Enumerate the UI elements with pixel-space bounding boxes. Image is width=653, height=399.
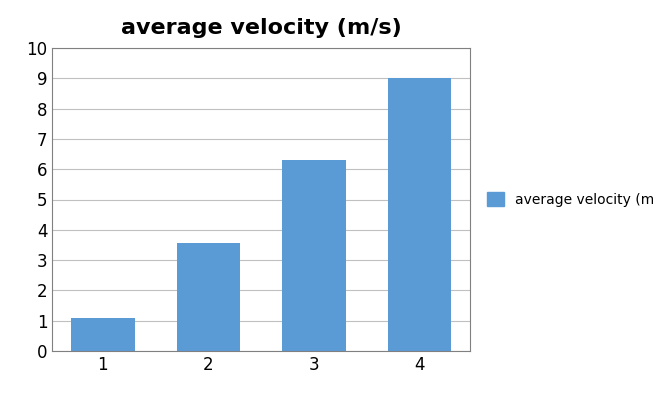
Bar xyxy=(388,78,451,351)
Bar xyxy=(177,243,240,351)
Bar xyxy=(71,318,135,351)
Legend: average velocity (m/s): average velocity (m/s) xyxy=(481,187,653,212)
Title: average velocity (m/s): average velocity (m/s) xyxy=(121,18,402,38)
Bar xyxy=(282,160,345,351)
